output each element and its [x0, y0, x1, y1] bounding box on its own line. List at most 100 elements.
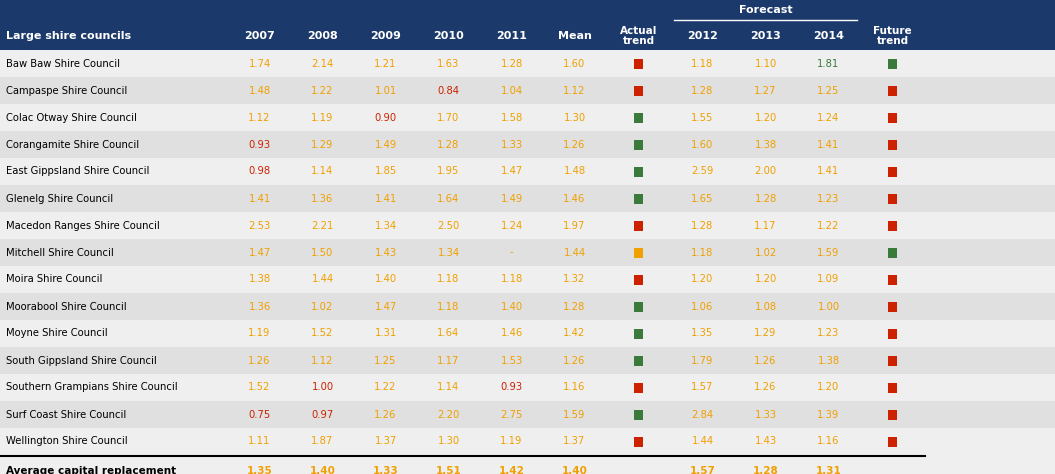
Bar	[0, 131, 1055, 158]
Text: 1.48: 1.48	[563, 166, 586, 176]
Bar	[0, 104, 1055, 131]
Text: 1.38: 1.38	[248, 274, 270, 284]
Text: Moyne Shire Council: Moyne Shire Council	[6, 328, 108, 338]
Text: 2014: 2014	[813, 31, 844, 41]
Text: 1.28: 1.28	[500, 58, 522, 69]
Text: Future
trend: Future trend	[874, 26, 912, 46]
Bar	[888, 193, 897, 203]
Text: 1.34: 1.34	[438, 247, 460, 257]
Text: 2.59: 2.59	[691, 166, 713, 176]
Text: Forecast: Forecast	[738, 5, 792, 15]
Text: 1.30: 1.30	[438, 437, 460, 447]
Text: 1.26: 1.26	[563, 139, 586, 149]
Text: 2010: 2010	[434, 31, 464, 41]
Bar	[634, 356, 642, 365]
Text: 1.46: 1.46	[563, 193, 586, 203]
Text: 1.37: 1.37	[375, 437, 397, 447]
Text: 1.28: 1.28	[691, 220, 713, 230]
Text: 1.59: 1.59	[818, 247, 840, 257]
Text: 0.98: 0.98	[248, 166, 270, 176]
Text: 1.32: 1.32	[563, 274, 586, 284]
Text: 1.30: 1.30	[563, 112, 586, 122]
Bar	[0, 212, 1055, 239]
Text: 1.39: 1.39	[818, 410, 840, 419]
Bar	[634, 166, 642, 176]
Text: 1.42: 1.42	[563, 328, 586, 338]
Bar	[888, 383, 897, 392]
Text: 1.20: 1.20	[754, 112, 776, 122]
Text: 1.28: 1.28	[691, 85, 713, 95]
Bar	[634, 139, 642, 149]
Text: 1.43: 1.43	[375, 247, 397, 257]
Text: 1.14: 1.14	[438, 383, 460, 392]
Text: -: -	[510, 247, 514, 257]
Text: 1.41: 1.41	[375, 193, 397, 203]
Text: 2.50: 2.50	[438, 220, 460, 230]
Text: 1.26: 1.26	[563, 356, 586, 365]
Text: 2.53: 2.53	[248, 220, 271, 230]
Bar	[634, 328, 642, 338]
Bar	[634, 58, 642, 69]
Text: 1.44: 1.44	[311, 274, 333, 284]
Text: 1.22: 1.22	[375, 383, 397, 392]
Text: 1.14: 1.14	[311, 166, 333, 176]
Text: 1.24: 1.24	[500, 220, 522, 230]
Text: 2.14: 2.14	[311, 58, 333, 69]
Text: 1.22: 1.22	[311, 85, 333, 95]
Text: 1.60: 1.60	[691, 139, 713, 149]
Bar	[888, 301, 897, 311]
Text: 1.58: 1.58	[500, 112, 522, 122]
Text: 1.06: 1.06	[691, 301, 713, 311]
Bar	[634, 85, 642, 95]
Text: 1.22: 1.22	[818, 220, 840, 230]
Bar	[0, 50, 1055, 77]
Text: 1.12: 1.12	[248, 112, 271, 122]
Text: South Gippsland Shire Council: South Gippsland Shire Council	[6, 356, 157, 365]
Text: 1.47: 1.47	[500, 166, 522, 176]
Bar	[0, 457, 1055, 474]
Bar	[888, 356, 897, 365]
Text: Wellington Shire Council: Wellington Shire Council	[6, 437, 128, 447]
Text: Large shire councils: Large shire councils	[6, 31, 131, 41]
Text: Mean: Mean	[557, 31, 592, 41]
Text: 1.17: 1.17	[754, 220, 776, 230]
Text: 1.87: 1.87	[311, 437, 333, 447]
Bar	[634, 301, 642, 311]
Text: 1.51: 1.51	[436, 465, 461, 474]
Text: 1.12: 1.12	[311, 356, 333, 365]
Text: Macedon Ranges Shire Council: Macedon Ranges Shire Council	[6, 220, 159, 230]
Text: 1.42: 1.42	[499, 465, 524, 474]
Text: 1.35: 1.35	[247, 465, 272, 474]
Text: 2.20: 2.20	[438, 410, 460, 419]
Text: 1.20: 1.20	[754, 274, 776, 284]
Text: 1.46: 1.46	[500, 328, 522, 338]
Text: 1.70: 1.70	[438, 112, 460, 122]
Text: 1.38: 1.38	[818, 356, 840, 365]
Bar	[0, 77, 1055, 104]
Text: 1.60: 1.60	[563, 58, 586, 69]
Text: 0.93: 0.93	[500, 383, 522, 392]
Text: 1.41: 1.41	[818, 166, 840, 176]
Text: 1.18: 1.18	[438, 274, 460, 284]
Text: 0.75: 0.75	[248, 410, 271, 419]
Text: 1.53: 1.53	[500, 356, 522, 365]
Text: 1.41: 1.41	[818, 139, 840, 149]
Text: East Gippsland Shire Council: East Gippsland Shire Council	[6, 166, 150, 176]
Bar	[888, 274, 897, 284]
Text: 0.93: 0.93	[248, 139, 270, 149]
Text: 1.33: 1.33	[754, 410, 776, 419]
Text: 1.63: 1.63	[438, 58, 460, 69]
Text: 1.41: 1.41	[248, 193, 271, 203]
Text: 1.28: 1.28	[438, 139, 460, 149]
Bar	[0, 293, 1055, 320]
Text: 1.29: 1.29	[754, 328, 776, 338]
Text: 1.33: 1.33	[372, 465, 399, 474]
Text: 1.57: 1.57	[690, 465, 715, 474]
Text: 1.23: 1.23	[818, 193, 840, 203]
Text: Moorabool Shire Council: Moorabool Shire Council	[6, 301, 127, 311]
Bar	[634, 410, 642, 419]
Text: Surf Coast Shire Council: Surf Coast Shire Council	[6, 410, 127, 419]
Text: 1.57: 1.57	[691, 383, 713, 392]
Text: 2012: 2012	[687, 31, 718, 41]
Text: 1.28: 1.28	[563, 301, 586, 311]
